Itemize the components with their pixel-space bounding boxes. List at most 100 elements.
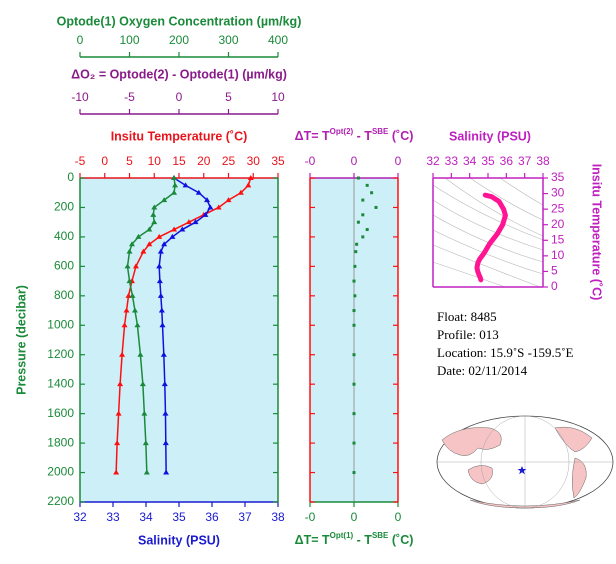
profile-marker [131,307,138,313]
profile-marker [215,204,222,210]
profile-marker [115,410,122,416]
profile-marker [162,440,169,446]
profile-marker [171,226,178,232]
x-tick-label: 0 [395,510,402,524]
x-tick-label: 400 [268,33,288,47]
profile-marker [126,248,133,254]
x-tick-label: 32 [73,510,87,524]
x-tick-label: 300 [218,33,238,47]
x-tick-label: 35 [271,154,285,168]
x-tick-label: 36 [500,154,514,168]
point [365,183,369,187]
profile-marker [171,189,178,195]
profile-marker [156,263,163,269]
density-contours [432,177,544,288]
x-tick-label: -5 [75,154,86,168]
y-tick-label: 1200 [47,347,74,361]
profile-marker [123,307,130,313]
profile-marker [179,226,186,232]
x-tick-label: -5 [124,90,135,104]
x-tick-label: 0 [77,33,84,47]
y-tick-label: 400 [54,229,74,243]
title-part: - T [353,129,372,143]
profile-marker [157,248,164,254]
profile-marker [140,248,147,254]
profile-marker [204,197,211,203]
x-tick-label: 10 [271,90,285,104]
x-tick-label: 5 [225,90,232,104]
profile-marker [172,182,179,188]
profile-marker [146,241,153,247]
y-tick-label: 35 [551,170,565,184]
profile-marker [163,469,170,475]
x-tick-label: -10 [71,90,89,104]
axis-title: Optode(1) Oxygen Concentration (µm/kg) [57,14,302,28]
axis-title: Salinity (PSU) [138,533,220,547]
profile-marker [121,322,128,328]
y-tick-label: 2200 [47,494,74,508]
x-tick-label: 0 [351,510,358,524]
title-part: Opt(2) [330,127,354,136]
y-tick-label: 0 [67,170,74,184]
x-tick-label: 15 [172,154,186,168]
y-tick-label: 5 [551,264,558,278]
x-tick-label: 0 [351,154,358,168]
point [361,198,365,202]
y-tick-label: 25 [551,201,565,215]
point [361,213,365,217]
x-tick-label: 25 [222,154,236,168]
point [365,228,369,232]
y-tick-label: 1400 [47,376,74,390]
y-tick-label: 800 [54,288,74,302]
profile-marker [156,278,163,284]
point [352,323,356,327]
title-part: (˚C) [388,129,413,143]
point [352,441,356,445]
float-id: Float: 8485 [437,309,497,324]
profile-marker [158,307,165,313]
title-part: ΔT= T [295,129,330,143]
profile-marker [195,189,202,195]
point [361,235,365,239]
y-tick-label: 600 [54,259,74,273]
y-tick-label: 1600 [47,406,74,420]
x-tick-label: 35 [481,154,495,168]
point [352,279,356,283]
profile-marker [245,182,252,188]
point [353,294,357,298]
profile-marker [185,219,192,225]
profile-marker [124,263,131,269]
world-map [436,415,614,509]
profile-marker [128,241,135,247]
x-tick-label: 5 [126,154,133,168]
profile-marker [119,351,126,357]
profile-marker [125,292,132,298]
profile-marker [126,278,133,284]
x-tick-label: -0 [305,510,316,524]
point [356,220,360,224]
profile-marker [151,204,158,210]
x-tick-label: -0 [305,154,316,168]
x-tick-label: 32 [426,154,440,168]
xlabel-part: ΔT= T [295,533,330,547]
profile-marker [134,322,141,328]
profile-marker [161,381,168,387]
profile-marker [161,197,168,203]
profile-marker [137,351,144,357]
xlabel-part: - T [353,533,372,547]
profile-marker [225,197,232,203]
x-tick-label: 200 [169,33,189,47]
profile-marker [160,351,167,357]
panel-title: ΔT= TOpt(2) - TSBE (˚C) [295,127,414,143]
profile-marker [161,241,168,247]
x-tick-label: 34 [463,154,477,168]
point [354,250,358,254]
y-tick-label: 0 [551,279,558,293]
location: Location: 15.9˚S -159.5˚E [437,345,574,360]
point [356,176,360,180]
point [352,471,356,475]
profile-marker [135,233,142,239]
profile-marker [139,381,146,387]
y-tick-label: 15 [551,232,565,246]
